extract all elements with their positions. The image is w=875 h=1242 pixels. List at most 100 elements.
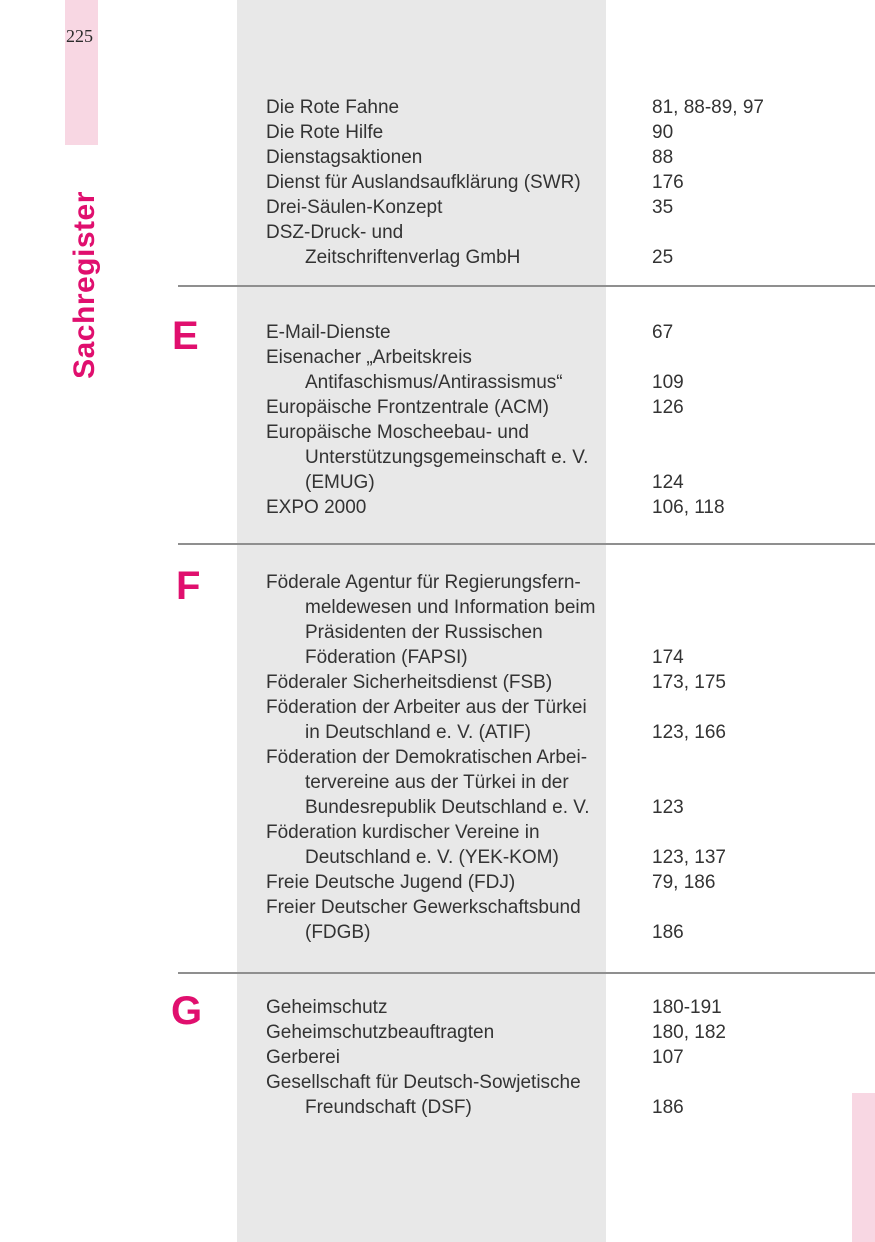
index-entry-row: Deutschland e. V. (YEK-KOM) 123, 137	[0, 845, 875, 870]
index-entry-text: (EMUG)	[305, 472, 375, 493]
index-entry-pages: 186	[652, 1097, 684, 1118]
index-entry-row: Präsidenten der Russischen	[0, 620, 875, 645]
index-block-e: E-Mail-Dienste 67 Eisenacher „Arbeitskreis…	[0, 320, 875, 520]
index-entry-row: Antifaschismus/Antirassismus“ 109	[0, 370, 875, 395]
index-entry-text: Freier Deutscher Gewerkschaftsbund	[266, 897, 581, 918]
index-block-f: Föderale Agentur für Regierungsfern-meld…	[0, 570, 875, 945]
index-entry-pages: 180-191	[652, 997, 722, 1018]
index-entry-row: DSZ-Druck- und	[0, 220, 875, 245]
index-entry-text: Bundesrepublik Deutschland e. V.	[305, 797, 590, 818]
index-entry-text: EXPO 2000	[266, 497, 367, 518]
index-entry-pages: 35	[652, 197, 674, 218]
index-entry-row: tervereine aus der Türkei in der	[0, 770, 875, 795]
index-entry-text: Föderation kurdischer Vereine in	[266, 822, 540, 843]
index-entry-text: meldewesen und Information beim	[305, 597, 596, 618]
index-entry-text: Geheimschutzbeauftragten	[266, 1022, 495, 1043]
index-entry-row: Europäische Moscheebau- und	[0, 420, 875, 445]
index-entry-pages: 106, 118	[652, 497, 725, 518]
index-entry-text: E-Mail-Dienste	[266, 322, 391, 343]
index-entry-row: meldewesen und Information beim	[0, 595, 875, 620]
index-entry-pages: 107	[652, 1047, 684, 1068]
index-entry-row: Unterstützungsgemeinschaft e. V.	[0, 445, 875, 470]
index-entry-text: Zeitschriftenverlag GmbH	[305, 247, 521, 268]
index-entry-text: Föderation der Demokratischen Arbei-	[266, 747, 588, 768]
section-divider	[178, 285, 875, 287]
index-entry-pages: 126	[652, 397, 684, 418]
index-background-column	[237, 0, 606, 1242]
index-entry-pages: 180, 182	[652, 1022, 726, 1043]
index-entry-row: Föderale Agentur für Regierungsfern-	[0, 570, 875, 595]
index-entry-pages: 67	[652, 322, 674, 343]
index-entry-row: in Deutschland e. V. (ATIF) 123, 166	[0, 720, 875, 745]
index-entry-text: DSZ-Druck- und	[266, 222, 404, 243]
index-entry-row: Gerberei 107	[0, 1045, 875, 1070]
index-entry-text: Unterstützungsgemeinschaft e. V.	[305, 447, 589, 468]
index-entry-pages: 123	[652, 797, 684, 818]
section-letter-f: F	[176, 564, 201, 608]
page-number: 225	[66, 26, 93, 46]
index-entry-row: Dienst für Auslandsaufklärung (SWR) 176	[0, 170, 875, 195]
index-entry-pages: 123, 137	[652, 847, 726, 868]
index-entry-text: Antifaschismus/Antirassismus“	[305, 372, 563, 393]
section-letter-g: G	[171, 989, 203, 1033]
index-entry-text: tervereine aus der Türkei in der	[305, 772, 569, 793]
index-entry-row: Freundschaft (DSF) 186	[0, 1095, 875, 1120]
index-entry-text: Die Rote Fahne	[266, 97, 400, 118]
index-entry-text: Europäische Frontzentrale (ACM)	[266, 397, 549, 418]
index-entry-text: Europäische Moscheebau- und	[266, 422, 530, 443]
index-block-g: Geheimschutz 180-191 Geheimschutzbeauftrag…	[0, 995, 875, 1120]
index-entry-text: Präsidenten der Russischen	[305, 622, 543, 643]
index-entry-pages: 25	[652, 247, 674, 268]
index-entry-row: Geheimschutzbeauftragten 180, 182	[0, 1020, 875, 1045]
index-entry-pages: 123, 166	[652, 722, 726, 743]
index-entry-pages: 109	[652, 372, 684, 393]
index-entry-text: (FDGB)	[305, 922, 371, 943]
index-entry-pages: 176	[652, 172, 684, 193]
index-entry-pages: 173, 175	[652, 672, 726, 693]
index-entry-pages: 124	[652, 472, 684, 493]
index-entry-row: E-Mail-Dienste 67	[0, 320, 875, 345]
index-entry-text: Deutschland e. V. (YEK-KOM)	[305, 847, 559, 868]
index-entry-text: Geheimschutz	[266, 997, 388, 1018]
index-entry-row: Europäische Frontzentrale (ACM) 126	[0, 395, 875, 420]
index-entry-pages: 79, 186	[652, 872, 716, 893]
section-letter-e: E	[172, 314, 199, 358]
index-entry-row: Freier Deutscher Gewerkschaftsbund	[0, 895, 875, 920]
index-entry-row: Zeitschriftenverlag GmbH 25	[0, 245, 875, 270]
index-entry-row: Eisenacher „Arbeitskreis	[0, 345, 875, 370]
index-entry-row: (EMUG) 124	[0, 470, 875, 495]
index-entry-text: Freie Deutsche Jugend (FDJ)	[266, 872, 516, 893]
index-entry-row: (FDGB) 186	[0, 920, 875, 945]
index-block-d: Die Rote Fahne 81, 88-89, 97 Die Rote Hilf…	[0, 95, 875, 270]
index-entry-row: Föderation der Demokratischen Arbei-	[0, 745, 875, 770]
index-entry-pages: 81, 88-89, 97	[652, 97, 764, 118]
page-number-highlight-bar	[65, 0, 98, 145]
index-entry-text: Gerberei	[266, 1047, 340, 1068]
index-entry-text: Föderale Agentur für Regierungsfern-	[266, 572, 581, 593]
index-entry-text: Föderaler Sicherheitsdienst (FSB)	[266, 672, 553, 693]
index-entry-pages: 186	[652, 922, 684, 943]
index-entry-text: Freundschaft (DSF)	[305, 1097, 472, 1118]
index-entry-row: Föderaler Sicherheitsdienst (FSB) 173, 17…	[0, 670, 875, 695]
index-entry-text: Eisenacher „Arbeitskreis	[266, 347, 472, 368]
index-entry-row: Geheimschutz 180-191	[0, 995, 875, 1020]
index-entry-text: Gesellschaft für Deutsch-Sowjetische	[266, 1072, 581, 1093]
index-entry-text: Die Rote Hilfe	[266, 122, 384, 143]
index-entry-row: Dienstagsaktionen 88	[0, 145, 875, 170]
index-entry-text: Dienstagsaktionen	[266, 147, 423, 168]
index-entry-text: Drei-Säulen-Konzept	[266, 197, 443, 218]
index-entry-pages: 174	[652, 647, 684, 668]
index-entry-row: Föderation kurdischer Vereine in	[0, 820, 875, 845]
index-entry-text: Föderation der Arbeiter aus der Türkei	[266, 697, 587, 718]
index-entry-text: in Deutschland e. V. (ATIF)	[305, 722, 531, 743]
index-entry-row: EXPO 2000 106, 118	[0, 495, 875, 520]
bottom-edge-highlight-bar	[852, 1093, 875, 1242]
index-entry-pages: 90	[652, 122, 674, 143]
index-entry-row: Freie Deutsche Jugend (FDJ) 79, 186	[0, 870, 875, 895]
index-entry-row: Föderation (FAPSI) 174	[0, 645, 875, 670]
index-entry-row: Die Rote Hilfe 90	[0, 120, 875, 145]
index-entry-pages: 88	[652, 147, 674, 168]
index-entry-row: Die Rote Fahne 81, 88-89, 97	[0, 95, 875, 120]
section-divider	[178, 972, 875, 974]
